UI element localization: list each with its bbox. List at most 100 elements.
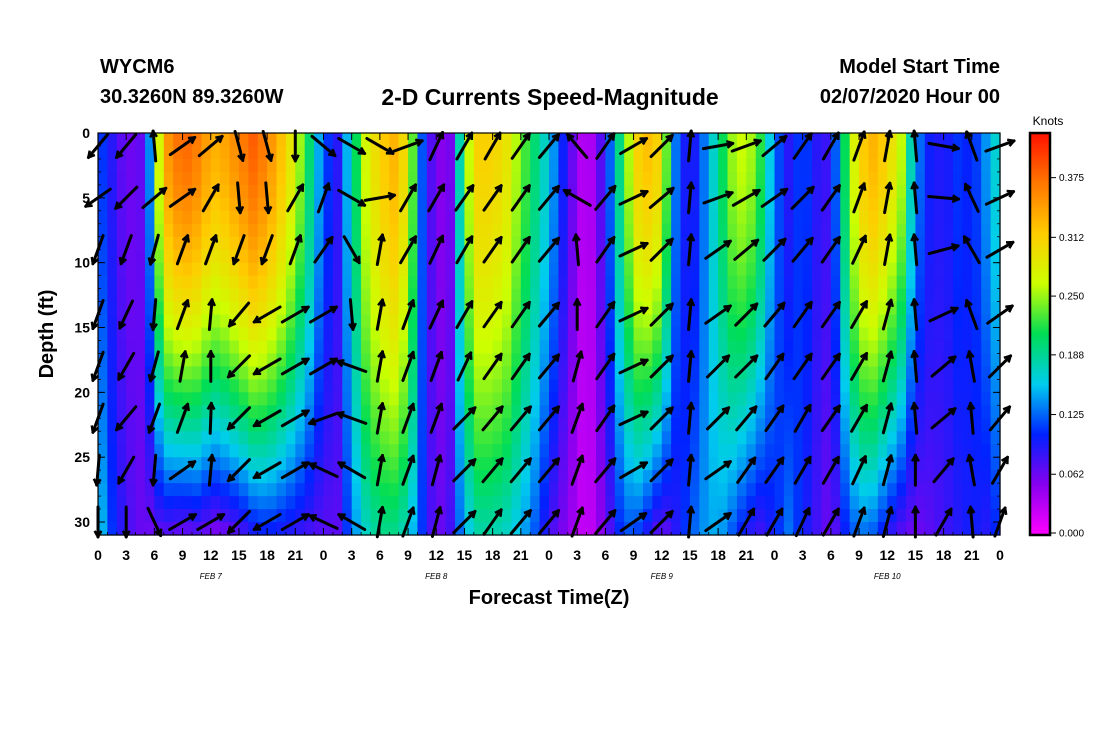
- heatmap-cell: [379, 288, 390, 303]
- heatmap-cell: [971, 171, 982, 186]
- heatmap-cell: [887, 340, 898, 355]
- heatmap-cell: [530, 353, 541, 368]
- heatmap-cell: [285, 327, 296, 342]
- heatmap-cell: [971, 379, 982, 393]
- heatmap-cell: [144, 522, 155, 536]
- heatmap-cell: [746, 483, 757, 497]
- heatmap-cell: [473, 249, 484, 264]
- heatmap-cell: [361, 275, 372, 290]
- heatmap-cell: [821, 457, 832, 471]
- heatmap-cell: [915, 444, 926, 458]
- heatmap-cell: [736, 444, 747, 458]
- heatmap-cell: [455, 522, 466, 536]
- heatmap-cell: [361, 327, 372, 342]
- heatmap-cell: [821, 431, 832, 445]
- heatmap-cell: [98, 379, 108, 393]
- heatmap-cell: [859, 314, 870, 329]
- heatmap-cell: [830, 249, 841, 264]
- current-vector-arrow: [427, 183, 446, 213]
- heatmap-cell: [652, 405, 663, 419]
- heatmap-cell: [924, 431, 935, 445]
- heatmap-cell: [877, 470, 888, 484]
- heatmap-cell: [530, 392, 541, 406]
- heatmap-cell: [614, 509, 625, 523]
- current-vector-arrow: [337, 188, 367, 207]
- heatmap-cell: [267, 522, 278, 536]
- current-vector-arrow: [910, 298, 920, 331]
- heatmap-cell: [107, 418, 118, 432]
- heatmap-cell: [370, 522, 381, 536]
- heatmap-cell: [520, 483, 531, 497]
- heatmap-cell: [445, 288, 456, 303]
- current-vector-arrow: [168, 513, 198, 531]
- heatmap-cell: [746, 184, 757, 199]
- heatmap-cell: [859, 522, 870, 536]
- heatmap-cell: [98, 470, 108, 484]
- heatmap-cell: [859, 457, 870, 471]
- heatmap-cell: [567, 431, 578, 445]
- heatmap-cell: [614, 522, 625, 536]
- heatmap-cell: [689, 275, 700, 290]
- heatmap-cell: [962, 133, 973, 147]
- heatmap-cell: [868, 275, 879, 290]
- heatmap-cell: [220, 470, 231, 484]
- current-vector-arrow: [765, 507, 784, 537]
- heatmap-cell: [295, 158, 306, 173]
- heatmap-cell: [642, 392, 653, 406]
- heatmap-cell: [624, 483, 635, 497]
- heatmap-cell: [398, 496, 409, 510]
- x-tick-label: 3: [122, 547, 130, 563]
- heatmap-cell: [868, 483, 879, 497]
- heatmap-cell: [492, 431, 503, 445]
- heatmap-cell: [718, 223, 729, 238]
- heatmap-cell: [210, 470, 221, 484]
- heatmap-cell: [877, 340, 888, 355]
- heatmap-cell: [783, 431, 794, 445]
- heatmap-cell: [530, 418, 541, 432]
- heatmap-cell: [144, 249, 155, 264]
- current-vector-arrow: [337, 461, 367, 480]
- heatmap-cell: [821, 340, 832, 355]
- heatmap-cell: [173, 340, 184, 355]
- heatmap-cell: [614, 353, 625, 368]
- heatmap-cell: [248, 171, 259, 186]
- current-vector-arrow: [456, 351, 473, 382]
- heatmap-cell: [642, 327, 653, 342]
- heatmap-cell: [144, 405, 155, 419]
- heatmap-cell: [642, 275, 653, 290]
- heatmap-cell: [830, 470, 841, 484]
- heatmap-cell: [426, 366, 437, 380]
- heatmap-cell: [699, 288, 710, 303]
- heatmap-cell: [896, 171, 907, 186]
- heatmap-cell: [116, 210, 127, 225]
- heatmap-cell: [736, 236, 747, 251]
- current-vector-arrow: [735, 405, 758, 432]
- heatmap-cell: [783, 197, 794, 212]
- heatmap-cell: [793, 431, 804, 445]
- heatmap-cell: [962, 145, 973, 160]
- heatmap-cell: [906, 379, 917, 393]
- heatmap-cell: [520, 470, 531, 484]
- heatmap-cell: [210, 262, 221, 277]
- heatmap-cell: [736, 353, 747, 368]
- heatmap-cell: [708, 457, 719, 471]
- heatmap-cell: [802, 210, 813, 225]
- heatmap-cell: [445, 457, 456, 471]
- heatmap-cell: [633, 457, 644, 471]
- heatmap-cell: [727, 340, 738, 355]
- heatmap-cell: [671, 470, 682, 484]
- heatmap-cell: [502, 483, 513, 497]
- current-vector-arrow: [288, 234, 303, 266]
- x-tick-label: 12: [203, 547, 219, 563]
- heatmap-cell: [389, 301, 400, 316]
- heatmap-cell: [389, 327, 400, 342]
- heatmap-cell: [830, 288, 841, 303]
- heatmap-cell: [370, 353, 381, 368]
- heatmap-cell: [210, 145, 221, 160]
- heatmap-cell: [492, 327, 503, 342]
- heatmap-cell: [502, 210, 513, 225]
- x-tick-label: 0: [771, 547, 779, 563]
- heatmap-cell: [577, 223, 588, 238]
- heatmap-cell: [116, 509, 127, 523]
- heatmap-cell: [586, 133, 597, 147]
